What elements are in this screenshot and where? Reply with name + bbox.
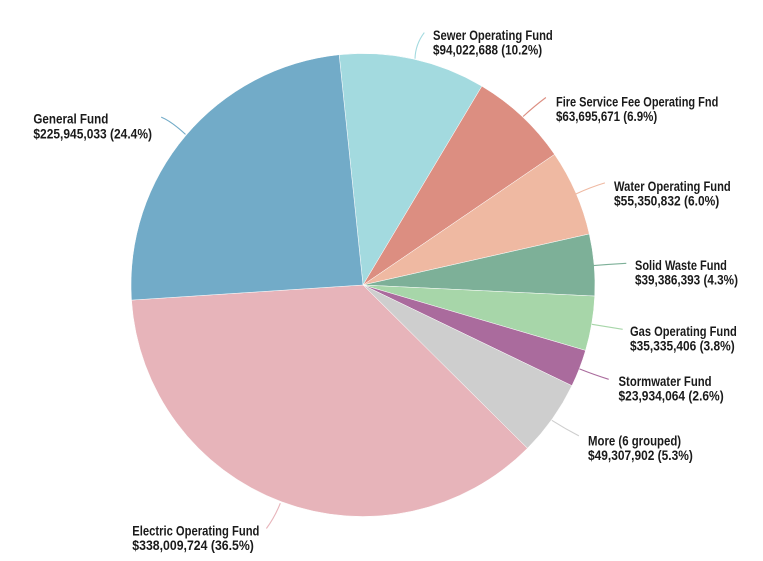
svg-text:Water Operating Fund$55,350,83: Water Operating Fund $55,350,832 (6.0%) — [614, 179, 731, 209]
svg-text:Electric Operating Fund$338,00: Electric Operating Fund $338,009,724 (36.… — [132, 524, 259, 554]
svg-text:Gas Operating Fund$35,335,406: Gas Operating Fund $35,335,406 (3.8%) — [630, 324, 737, 354]
svg-text:Fire Service Fee Operating Fnd: Fire Service Fee Operating Fnd $63,695,67… — [556, 94, 718, 124]
svg-text:Solid Waste Fund$39,386,393 (4: Solid Waste Fund $39,386,393 (4.3%) — [635, 258, 738, 288]
svg-text:More (6 grouped)$49,307,902 (5: More (6 grouped) $49,307,902 (5.3%) — [588, 433, 693, 463]
svg-text:Stormwater Fund$23,934,064 (2.: Stormwater Fund $23,934,064 (2.6%) — [619, 374, 724, 404]
svg-text:Sewer Operating Fund$94,022,68: Sewer Operating Fund $94,022,688 (10.2%) — [433, 28, 553, 58]
svg-text:General Fund$225,945,033 (24.4: General Fund $225,945,033 (24.4%) — [33, 112, 152, 142]
